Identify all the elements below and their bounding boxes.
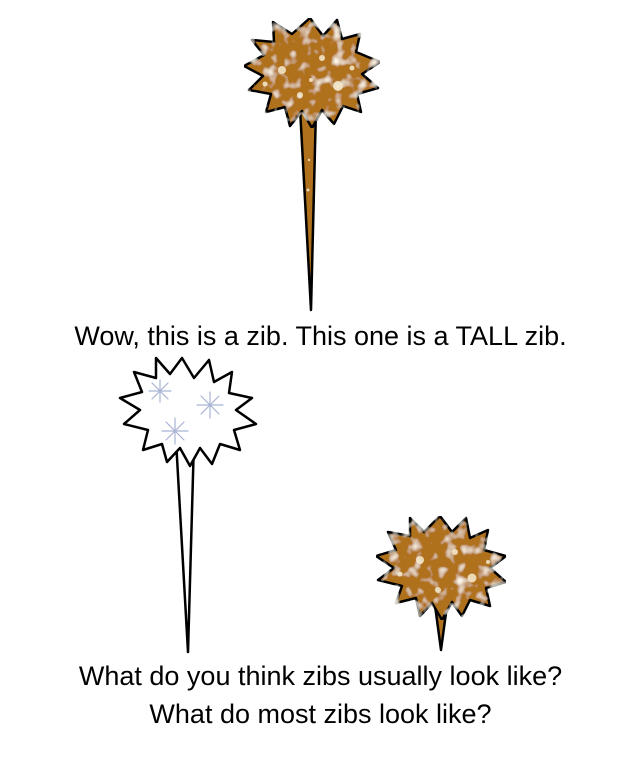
question-caption-2: What do most zibs look like? bbox=[149, 699, 492, 729]
tall-brown-zib-stem bbox=[298, 106, 318, 312]
question-caption-1: What do you think zibs usually look like… bbox=[78, 661, 563, 691]
short-brown-zib-head bbox=[374, 514, 508, 622]
tall-white-zib-head bbox=[118, 356, 258, 468]
short-brown-zib bbox=[374, 514, 508, 652]
tall-white-zib bbox=[118, 356, 258, 654]
tall-brown-zib-speckles bbox=[262, 55, 355, 192]
tall-white-zib-sparkles bbox=[148, 379, 224, 445]
tall-brown-zib-head bbox=[242, 16, 382, 130]
tall-white-zib-stem bbox=[174, 438, 196, 654]
short-brown-zib-speckles bbox=[397, 549, 490, 593]
tall-brown-zib bbox=[242, 16, 382, 312]
intro-caption: Wow, this is a zib. This one is a TALL z… bbox=[74, 321, 567, 351]
